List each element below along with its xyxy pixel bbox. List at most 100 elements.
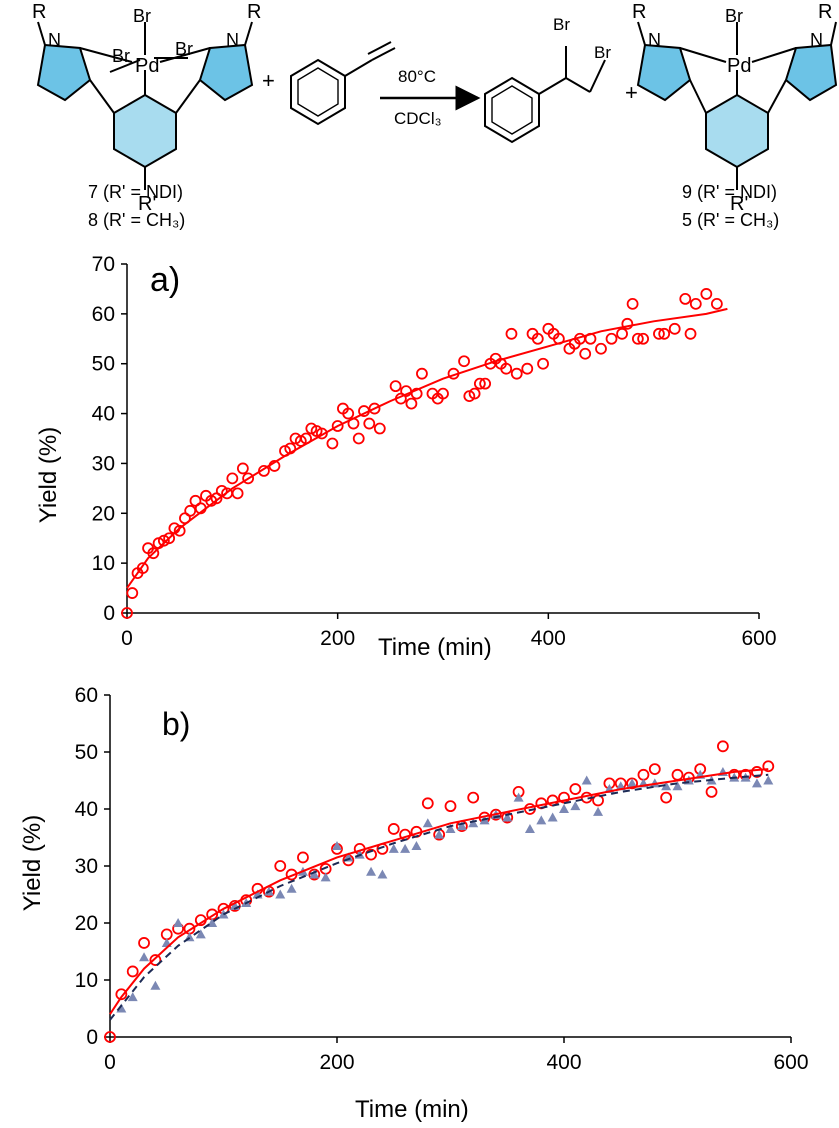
chart-b-data-point — [536, 815, 547, 825]
chart-b-data-point — [751, 766, 763, 778]
imidazole-left-a — [36, 43, 92, 102]
chart-b-data-point — [502, 812, 513, 822]
chart-a-data-point — [326, 437, 339, 450]
chart-b-ytick-label: 30 — [75, 855, 98, 878]
chart-b-data-point — [422, 818, 433, 828]
chart-b-data-point — [717, 740, 729, 753]
chart-b-data-point — [672, 781, 683, 791]
chart-b-data-point — [377, 869, 388, 879]
chart-b-data-point — [365, 848, 377, 861]
chart-a-data-point — [537, 357, 549, 370]
chart-a-ytick-label: 70 — [92, 253, 115, 276]
chart-b-data-point — [400, 843, 411, 853]
chart-b-data-point — [751, 778, 762, 788]
chart-b-data-point — [115, 988, 128, 1001]
chart-a-data-point — [500, 362, 513, 375]
chart-a-data-point — [136, 562, 149, 575]
reaction-temperature: 80°C — [398, 67, 436, 86]
chart-a-data-point — [468, 387, 481, 400]
chart-a-data-point — [315, 427, 328, 440]
chart-b-data-point — [444, 800, 457, 813]
chart-a-data-point — [637, 332, 650, 345]
chart-a-data-point — [473, 377, 486, 390]
chart-b-data-point — [762, 760, 775, 773]
chart-a-data-point — [226, 472, 239, 485]
compound-label-7: 7 (R' = NDI) — [88, 182, 183, 202]
chart-a-data-point — [458, 355, 470, 368]
atom-br-product2: Br — [594, 43, 611, 62]
chart-b-data-point — [275, 889, 286, 899]
chart-b-ytick-label: 10 — [75, 969, 98, 992]
styrene — [290, 41, 396, 126]
chart-a-data-point — [147, 547, 160, 560]
chart-b-data-point — [160, 928, 173, 941]
atom-n-4: N — [810, 30, 823, 50]
chart-a-data-point — [653, 327, 665, 340]
plus-sign-2: + — [625, 80, 638, 105]
atom-pd-2: Pd — [727, 55, 751, 77]
atom-n-1: N — [48, 30, 61, 50]
chart-a-xtick-label: 600 — [741, 627, 776, 650]
chart-a-fit-line — [126, 307, 728, 589]
chart-a-data-point — [163, 532, 176, 545]
chart-b-data-point — [627, 778, 638, 788]
chart-a-data-point — [579, 347, 592, 360]
chart-b-xlabel: Time (min) — [355, 1096, 469, 1123]
atom-r-left2: R — [247, 1, 261, 23]
chart-b-data-point — [127, 992, 138, 1002]
atom-br-top1: Br — [133, 6, 151, 26]
chart-a-data-point — [242, 472, 255, 485]
chart-b-data-point — [637, 768, 650, 781]
chart-b-panel-label: b) — [162, 706, 190, 742]
chart-b-data-point — [387, 823, 400, 835]
chart-a-data-point — [521, 362, 534, 375]
imidazole-right-a — [636, 43, 692, 102]
chart-b-data-point — [366, 866, 377, 876]
chart-b-data-point — [467, 791, 480, 804]
chart-b-data-point — [149, 954, 162, 966]
chart-a-data-point — [331, 420, 344, 432]
chart-b-xtick-label: 0 — [104, 1051, 116, 1074]
chart-a-data-point — [173, 524, 186, 537]
chart-b-data-point — [274, 860, 287, 872]
chart-b-xtick-label: 600 — [773, 1051, 808, 1074]
atom-br-top2: Br — [725, 6, 743, 26]
chart-a-data-point — [631, 332, 644, 345]
chart-a-ytick-label: 0 — [103, 602, 115, 625]
aryl-ring-right — [705, 93, 769, 169]
chart-b-ytick-label: 20 — [75, 912, 98, 935]
pd-monobromide-complex — [636, 21, 838, 190]
chart-b-data-point — [581, 775, 592, 785]
chart-b-xtick-label: 200 — [319, 1051, 354, 1074]
chart-b-data-point — [592, 794, 604, 807]
chart-a-data-point — [342, 407, 355, 420]
chart-b-data-point — [513, 792, 524, 802]
chart-a-xtick-label: 400 — [531, 627, 566, 650]
chart-a-ylabel: Yield (%) — [35, 427, 62, 523]
reaction-scheme: R R Br Br Br Pd N N R' 7 (R' = NDI) 8 (R… — [32, 1, 838, 230]
chart-b-data-point — [411, 841, 422, 851]
chart-b-ylabel: Yield (%) — [19, 815, 46, 911]
chart-b-data-point — [763, 775, 774, 785]
chart-b-ytick-label: 60 — [75, 685, 98, 707]
atom-r-right1: R — [632, 1, 646, 23]
chart-a-panel-label: a) — [150, 261, 180, 299]
compound-label-5: 5 (R' = CH₃) — [682, 210, 779, 230]
chart-b-fit-line — [109, 773, 769, 1021]
chart-a-data-point — [505, 327, 518, 340]
chart-a-data-point — [410, 387, 423, 400]
chart-b-data-point — [297, 851, 309, 864]
chart-a-data-point — [231, 487, 244, 500]
chart-a-data-point — [405, 397, 418, 410]
chart-a-data-point — [689, 297, 702, 310]
chart-b-data-point — [150, 980, 161, 990]
atom-n-3: N — [648, 30, 661, 50]
chart-b-data-point — [524, 823, 535, 833]
chart-b-data-point — [671, 768, 684, 781]
chart-a-data-point — [700, 288, 713, 300]
chart-a-data-point — [363, 417, 376, 430]
chart-b-fit-line — [109, 768, 769, 1015]
chart-b-data-point — [456, 821, 467, 831]
chart-b-data-point — [388, 843, 399, 853]
